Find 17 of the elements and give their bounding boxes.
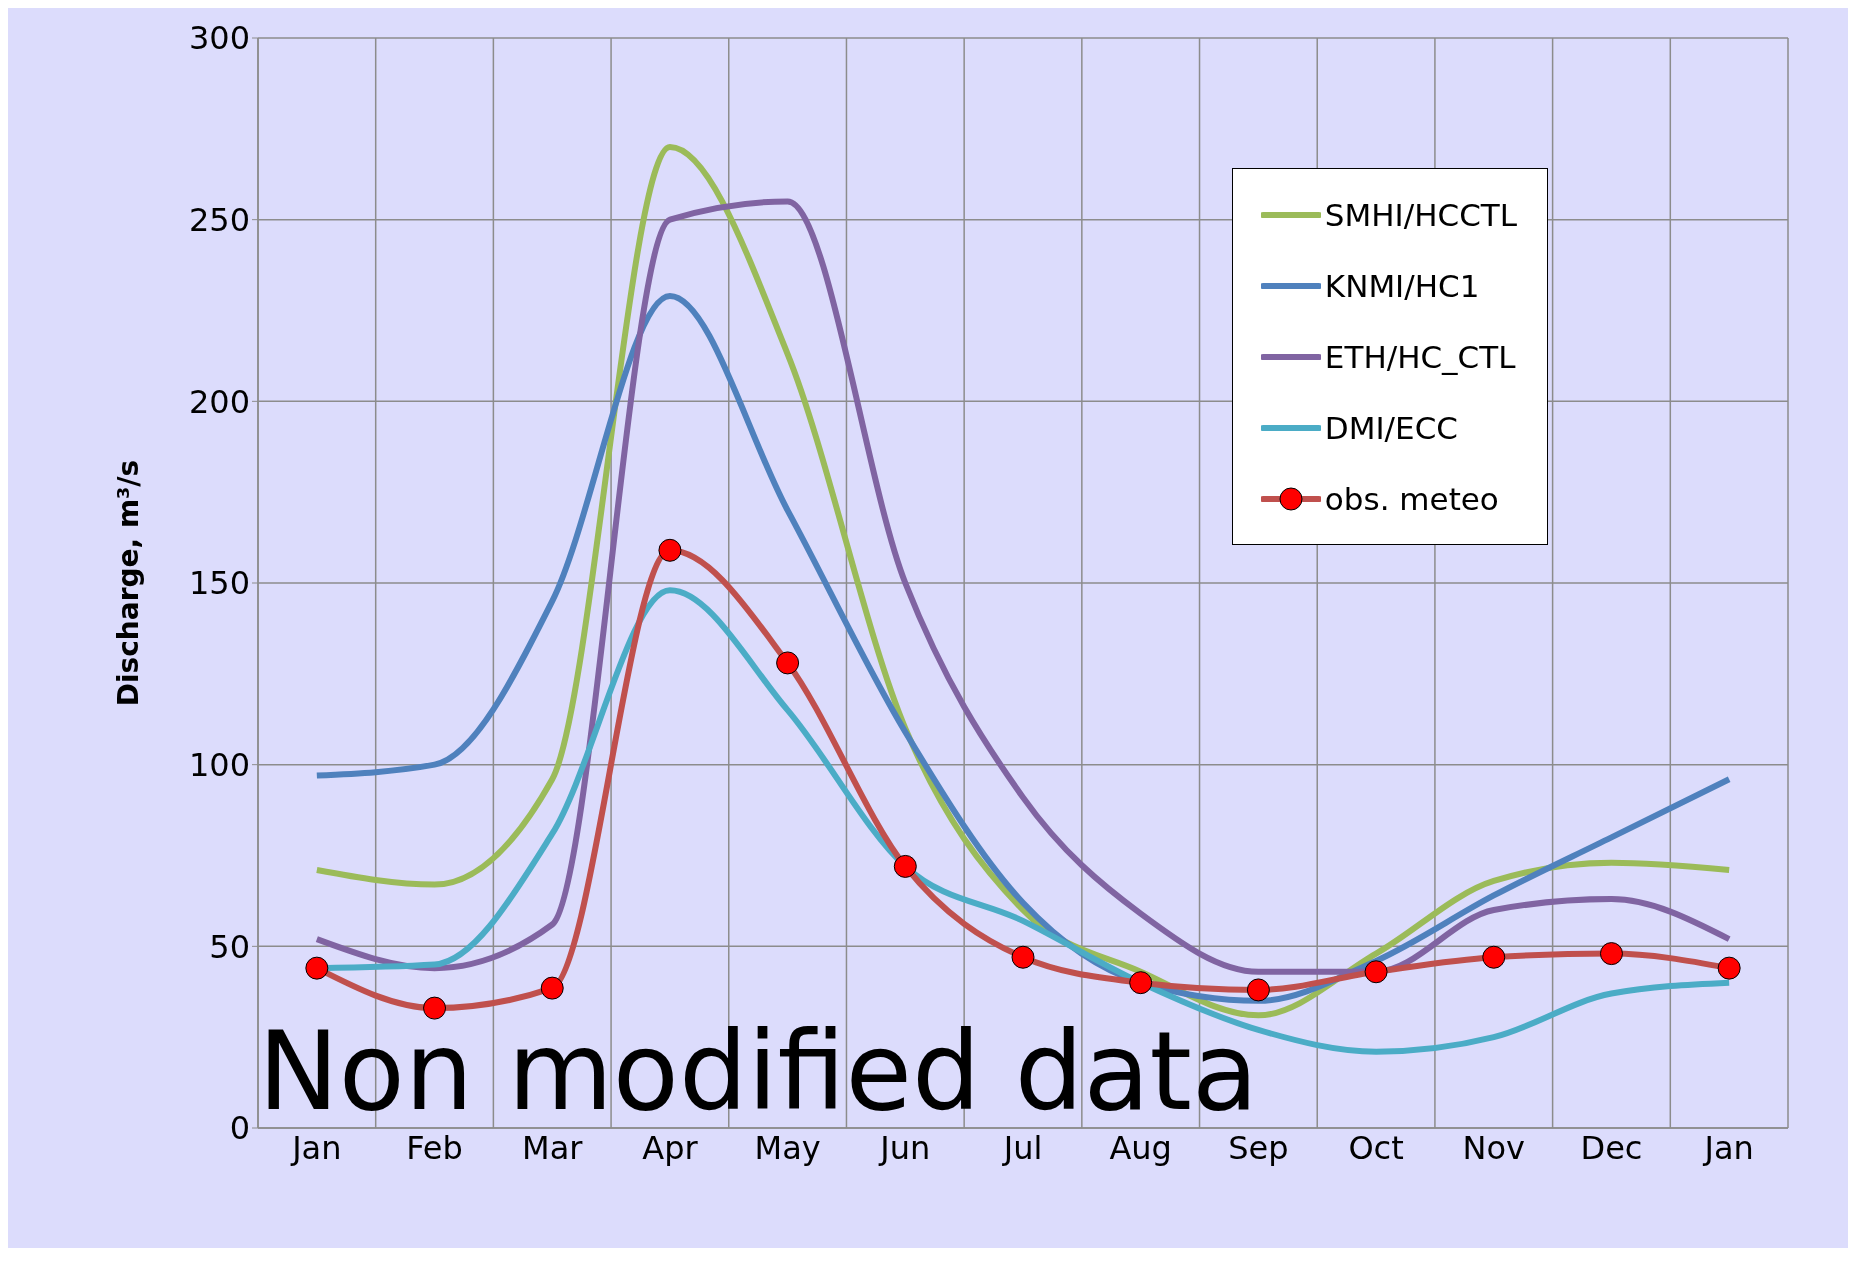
legend-label: SMHI/HCCTL — [1324, 196, 1517, 233]
x-tick-label: Oct — [1348, 1128, 1404, 1167]
y-tick-label: 100 — [188, 746, 250, 785]
legend-label: DMI/ECC — [1324, 409, 1458, 446]
y-tick-label: 50 — [209, 927, 250, 966]
legend-label: KNMI/HC1 — [1324, 267, 1480, 304]
y-tick-label: 150 — [188, 564, 250, 603]
x-tick-label: Nov — [1462, 1128, 1525, 1167]
y-tick-label: 0 — [229, 1109, 250, 1148]
y-tick-label: 200 — [188, 382, 250, 421]
legend-label: obs. meteo — [1324, 480, 1499, 517]
x-tick-label: Dec — [1580, 1128, 1643, 1167]
y-axis-title: Discharge, m³/s — [111, 459, 145, 707]
y-tick-label: 300 — [188, 19, 250, 58]
x-tick-label: Jan — [1702, 1128, 1754, 1167]
y-tick-label: 250 — [188, 201, 250, 240]
legend-label: ETH/HC_CTL — [1324, 338, 1516, 375]
